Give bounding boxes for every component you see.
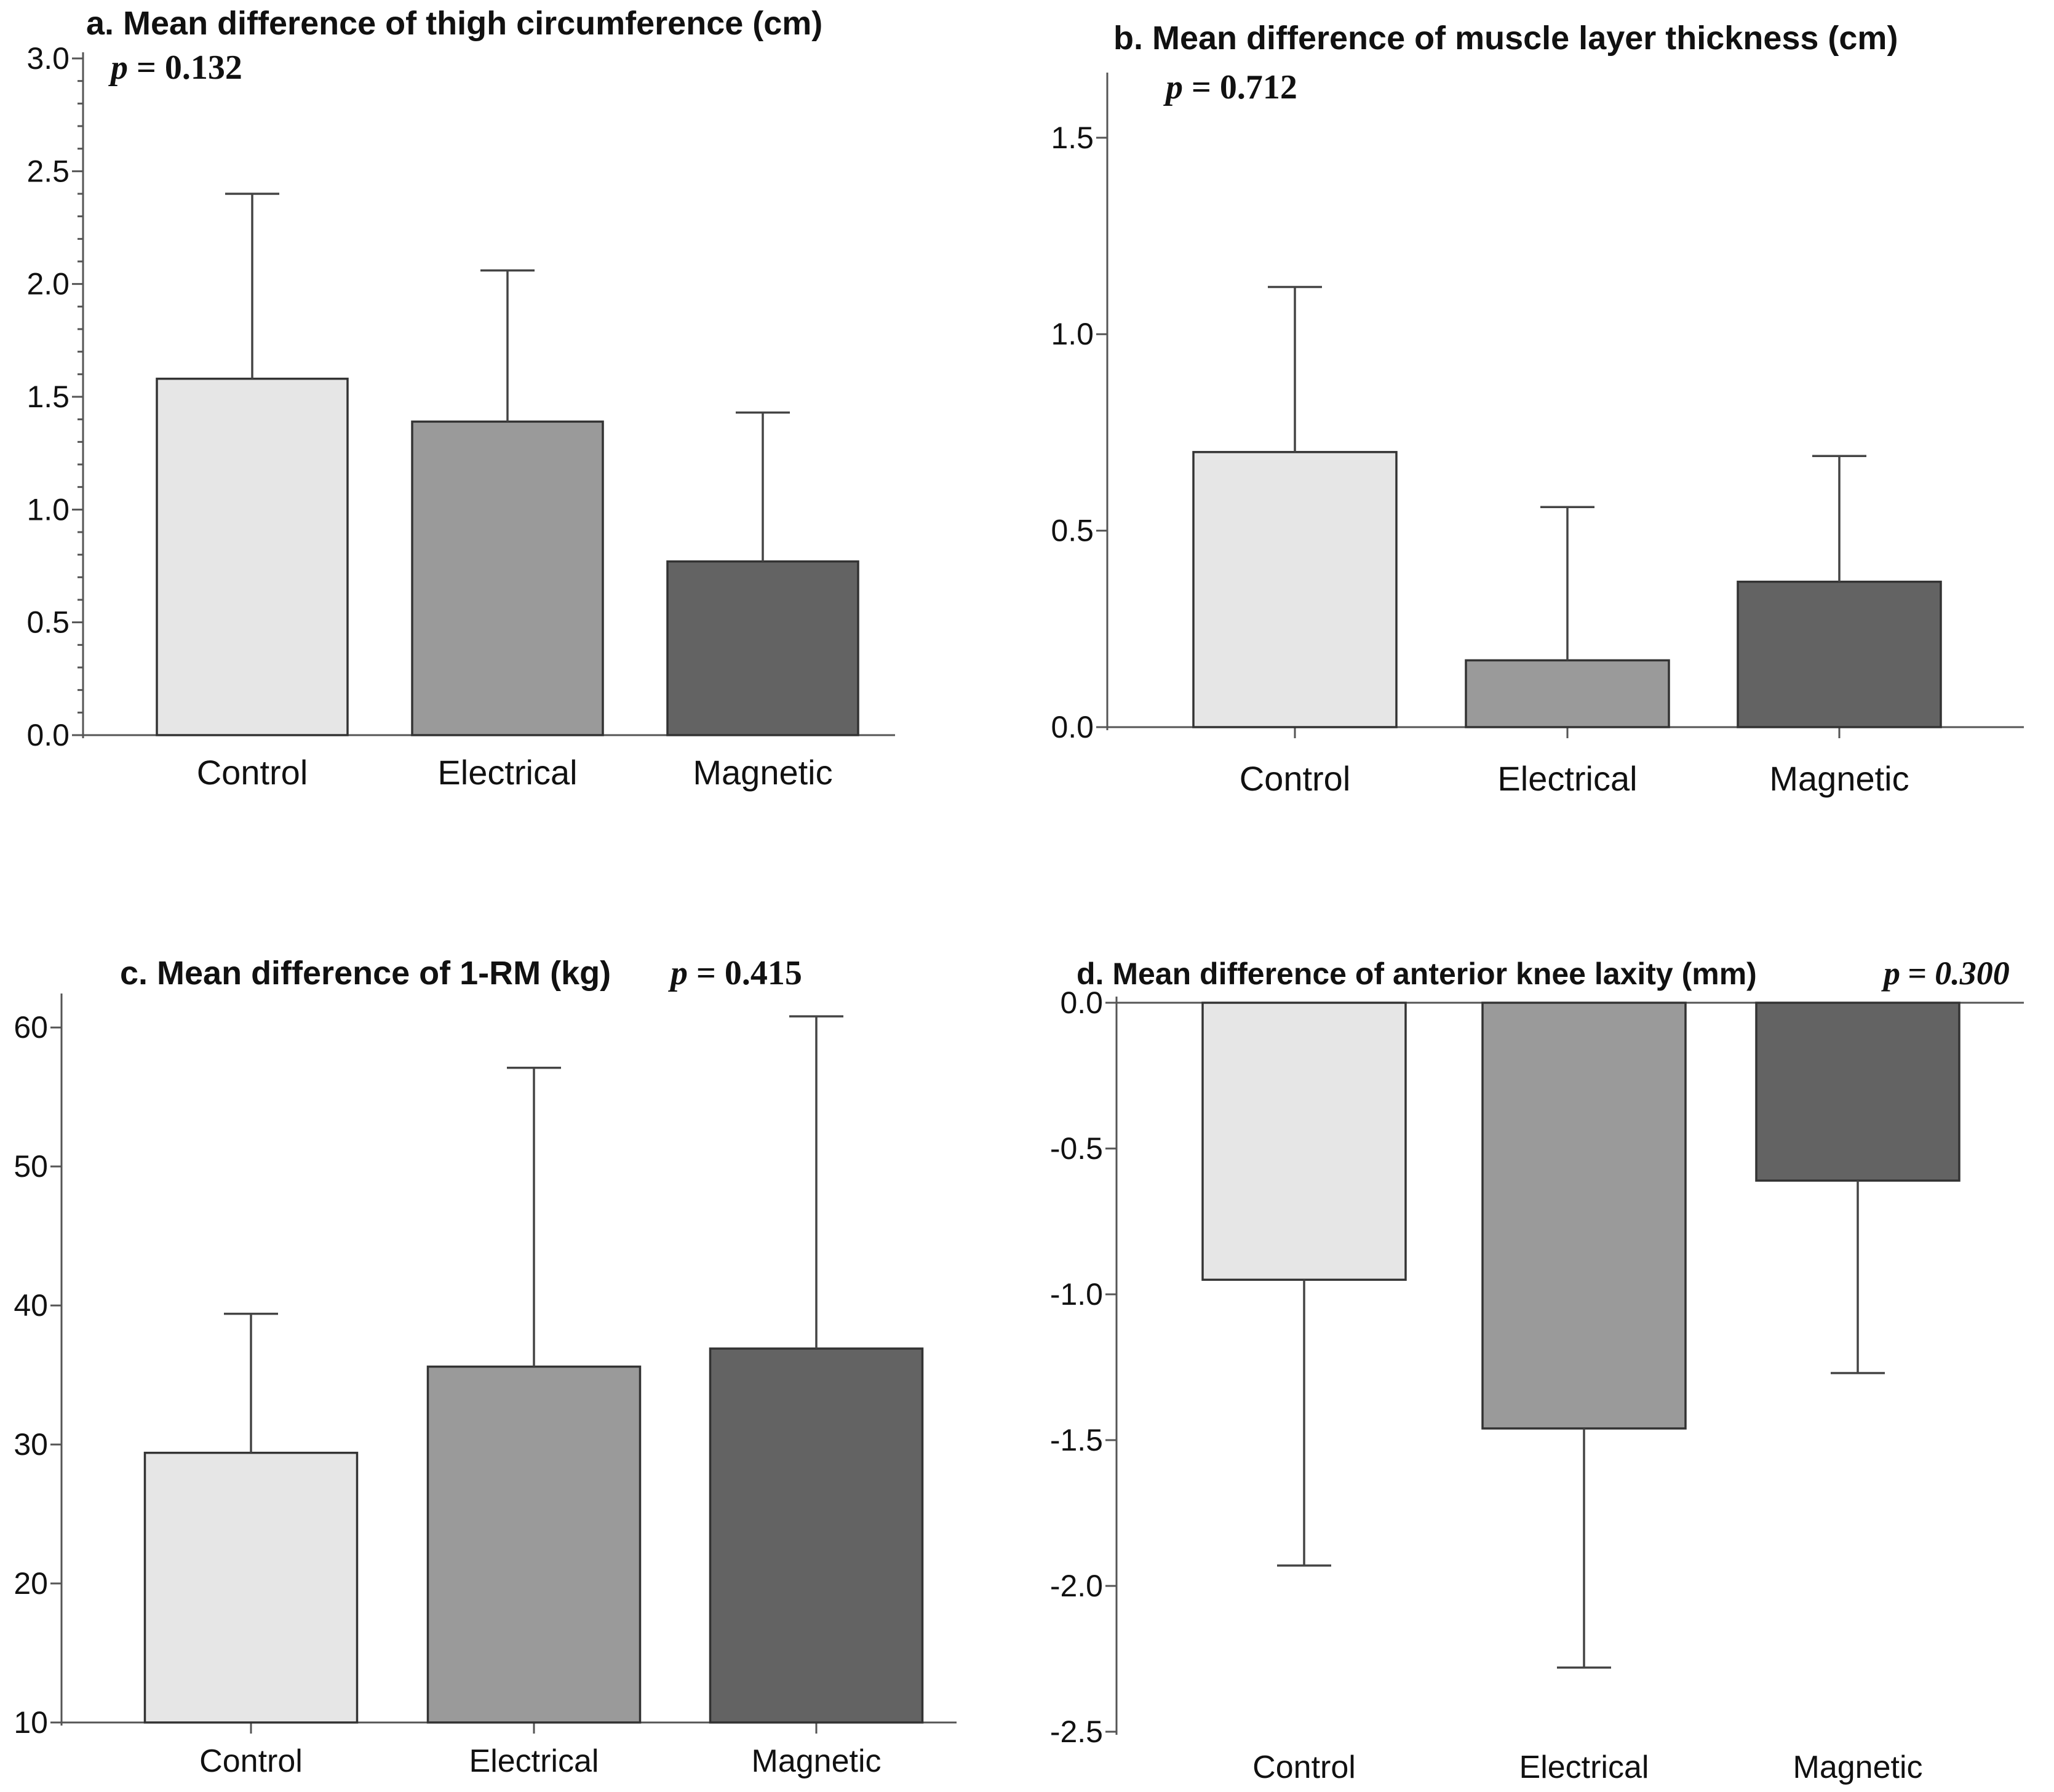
panel-c-bar-electrical: [426, 1365, 642, 1724]
panel-d-p-value: p = 0.300: [1881, 955, 2010, 992]
panel-a-category-label: Electrical: [437, 753, 577, 792]
panel-b-y-tick-label: 1.0: [1051, 317, 1094, 351]
panel-d-bars: [1201, 1002, 1960, 1669]
panel-d-y-tick-label: -1.5: [1050, 1423, 1103, 1457]
panel-c-y-tick-label: 60: [14, 1010, 48, 1045]
panel-a-y-tick-label: 1.5: [26, 380, 70, 414]
panel-b-category-label: Magnetic: [1769, 759, 1909, 798]
panel-b-bars: [1192, 285, 1942, 728]
panel-c-y-tick-label: 30: [14, 1427, 48, 1462]
panel-a-y-tick-label: 3.0: [26, 41, 70, 76]
panel-d-y-tick-label: -2.5: [1050, 1714, 1103, 1749]
panel-d-y-tick-label: -0.5: [1050, 1131, 1103, 1166]
panel-d-y-tick-label: -2.0: [1050, 1569, 1103, 1603]
panel-d-y-tick-label: -1.0: [1050, 1277, 1103, 1312]
panel-d-category-label: Electrical: [1519, 1750, 1649, 1785]
panel-a-y-tick-label: 1.0: [26, 492, 70, 527]
panel-a-y-tick-label: 0.0: [26, 718, 70, 752]
panel-a-axes: 0.0 0.5 1.0 1.5 2.0 2.5 3.0 Control Electrical Ma…: [26, 41, 895, 792]
panel-a-title: a. Mean difference of thigh circumferenc…: [86, 5, 822, 42]
panel-c-y-tick-label: 40: [14, 1288, 48, 1323]
panel-b-y-tick-label: 0.5: [1051, 514, 1094, 548]
panel-a-bar-electrical: [411, 420, 604, 736]
panel-d-category-label: Magnetic: [1793, 1750, 1923, 1785]
panel-c-bars: [143, 1015, 924, 1724]
panel-b: b. Mean difference of muscle layer thick…: [1051, 20, 2024, 798]
panel-b-category-label: Control: [1240, 759, 1351, 798]
panel-d-category-label: Control: [1252, 1750, 1356, 1785]
panel-b-p-value: p = 0.712: [1163, 68, 1297, 106]
panel-c-p-value: p = 0.415: [668, 954, 802, 992]
panel-a-bar-control: [156, 377, 349, 736]
panel-c-y-tick-label: 50: [14, 1149, 48, 1184]
panel-c-bar-control: [143, 1451, 359, 1724]
panel-a-bars: [156, 193, 859, 736]
panel-c-y-tick-label: 10: [14, 1705, 48, 1740]
panel-a-category-label: Control: [197, 753, 308, 792]
panel-b-bar-electrical: [1465, 659, 1670, 728]
panel-d-bar-electrical: [1481, 1002, 1687, 1430]
panel-b-bar-control: [1192, 451, 1398, 728]
panel-b-category-label: Electrical: [1497, 759, 1637, 798]
panel-c-title: c. Mean difference of 1-RM (kg): [120, 955, 611, 992]
panel-c-bar-magnetic: [709, 1347, 924, 1724]
panel-a-y-tick-label: 0.5: [26, 605, 70, 640]
panel-c-axes: 10 20 30 40 50 60 Control Electrical Magnetic: [14, 994, 957, 1779]
panel-a-y-tick-label: 2.5: [26, 154, 70, 188]
panel-a: a. Mean difference of thigh circumferenc…: [26, 5, 895, 792]
panel-c: c. Mean difference of 1-RM (kg) p = 0.415…: [14, 954, 957, 1779]
panel-b-bar-magnetic: [1737, 580, 1942, 728]
panel-d-title: d. Mean difference of anterior knee laxi…: [1077, 957, 1757, 991]
panel-b-y-tick-label: 0.0: [1051, 710, 1094, 744]
panel-b-y-tick-label: 1.5: [1051, 121, 1094, 155]
panel-d: d. Mean difference of anterior knee laxi…: [1050, 955, 2024, 1785]
panel-c-category-label: Control: [199, 1743, 303, 1779]
panel-a-bar-magnetic: [666, 560, 859, 736]
panel-a-p-value: p = 0.132: [108, 49, 242, 87]
panel-c-category-label: Magnetic: [752, 1743, 882, 1779]
panel-a-category-label: Magnetic: [693, 753, 832, 792]
panel-b-title: b. Mean difference of muscle layer thick…: [1113, 20, 1898, 57]
panel-c-category-label: Electrical: [469, 1743, 599, 1779]
panel-a-y-tick-label: 2.0: [26, 267, 70, 301]
panel-c-y-tick-label: 20: [14, 1566, 48, 1601]
panel-d-bar-control: [1201, 1002, 1407, 1281]
panel-d-bar-magnetic: [1755, 1002, 1960, 1182]
panel-d-y-tick-label: 0.0: [1060, 986, 1103, 1020]
